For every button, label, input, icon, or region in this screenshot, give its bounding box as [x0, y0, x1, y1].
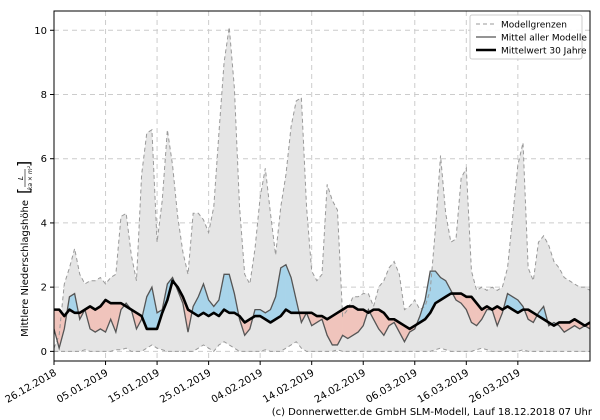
y-axis-label: Mittlere Niederschlagshöhe [ L ka × m²]	[14, 161, 34, 337]
y-axis-bracket-right: ]	[14, 161, 33, 167]
y-axis-unit-denominator: ka × m²	[27, 165, 34, 190]
model-lower-line	[54, 341, 590, 353]
model-mean-line	[54, 263, 590, 351]
x-axis: 26.12.201805.01.201915.01.201925.01.2019…	[4, 361, 523, 406]
x-tick-label: 15.01.2019	[107, 368, 162, 406]
y-axis-bracket-left: [	[14, 188, 33, 194]
y-tick-label: 6	[41, 154, 47, 165]
legend-label: Mittel aller Modelle	[501, 34, 587, 44]
y-tick-label: 4	[41, 218, 47, 229]
x-tick-label: 24.02.2019	[313, 368, 368, 406]
series-lines	[54, 26, 590, 353]
fill-below-normal	[332, 312, 338, 346]
x-tick-label: 05.01.2019	[55, 368, 110, 406]
fill-below-normal	[352, 306, 359, 336]
legend-label: Mittelwert 30 Jahre	[501, 47, 587, 57]
y-tick-label: 2	[41, 283, 47, 294]
x-tick-label: 25.01.2019	[158, 368, 213, 406]
model-upper-line	[54, 26, 590, 349]
climate-mean-line	[54, 279, 590, 331]
fill-below-normal	[347, 306, 354, 339]
y-tick-label: 0	[41, 347, 47, 358]
y-axis-unit-numerator: L	[17, 176, 25, 180]
y-tick-label: 10	[34, 26, 47, 37]
x-tick-label: 26.03.2019	[467, 368, 522, 406]
x-tick-label: 14.02.2019	[261, 368, 316, 406]
y-tick-label: 8	[41, 90, 47, 101]
fill-above-normal	[280, 264, 287, 317]
y-axis: 0 2 4 6 8 10	[34, 26, 54, 358]
fill-above-normal	[223, 274, 230, 314]
copyright-text: (c) Donnerwetter.de GmbH SLM-Modell, Lau…	[271, 407, 592, 418]
legend: Modellgrenzen Mittel aller Modelle Mittelw…	[469, 14, 587, 60]
x-tick-label: 06.03.2019	[364, 368, 419, 406]
x-tick-label: 04.02.2019	[210, 368, 265, 406]
model-range-area	[54, 27, 590, 352]
model-range-band	[54, 27, 590, 352]
x-tick-label: 26.12.2018	[4, 368, 59, 406]
x-tick-label: 16.03.2019	[416, 368, 471, 406]
legend-label: Modellgrenzen	[501, 21, 567, 31]
legend-box	[469, 14, 583, 60]
plot-frame	[53, 10, 591, 362]
y-axis-title: Mittlere Niederschlagshöhe	[20, 200, 31, 337]
